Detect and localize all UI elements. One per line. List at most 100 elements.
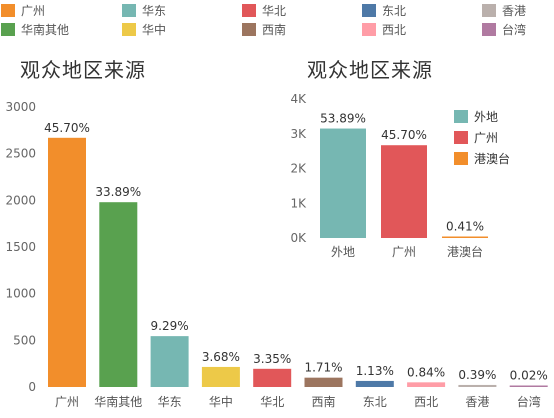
main-y-tick-label: 3000 [5, 100, 36, 114]
main-bar[interactable] [253, 368, 292, 387]
main-category-label: 台湾 [517, 394, 541, 409]
legend-swatch-guangzhou [1, 3, 15, 17]
main-category-label: 华南其他 [94, 394, 142, 409]
inset-chart-title: 观众地区来源 [307, 58, 433, 82]
main-bar[interactable] [99, 202, 138, 387]
legend-item-dongbei[interactable]: 东北 [362, 3, 406, 18]
main-data-label: 45.70% [44, 121, 90, 135]
legend-label-taiwan: 台湾 [502, 22, 527, 37]
inset-legend-label[interactable]: 外地 [474, 110, 498, 124]
main-category-label: 广州 [55, 395, 79, 409]
inset-bar[interactable] [442, 236, 488, 239]
legend-swatch-huanan-other [1, 22, 15, 36]
inset-legend-label[interactable]: 广州 [474, 131, 498, 145]
main-y-tick-label: 2000 [5, 193, 36, 207]
legend-label-guangzhou: 广州 [21, 3, 46, 18]
legend-swatch-xibei [362, 22, 376, 36]
legend-swatch-huabei [242, 3, 256, 17]
main-data-label: 0.84% [407, 365, 445, 379]
legend-label-huazhong: 华中 [142, 22, 167, 37]
legend-swatch-xianggang [482, 3, 496, 17]
legend-swatch-taiwan [482, 22, 496, 36]
main-data-label: 9.29% [151, 319, 189, 333]
main-data-label: 1.13% [356, 364, 394, 378]
main-data-label: 1.71% [304, 361, 342, 375]
inset-data-label: 45.70% [381, 128, 427, 142]
main-bar[interactable] [355, 380, 394, 387]
main-y-tick-label: 500 [13, 333, 36, 347]
main-category-label: 东北 [363, 395, 387, 409]
inset-bar[interactable] [320, 128, 366, 238]
legend-item-xibei[interactable]: 西北 [362, 22, 407, 37]
main-bar[interactable] [304, 377, 343, 387]
legend-item-xianggang[interactable]: 香港 [482, 3, 527, 18]
main-bar[interactable] [48, 137, 86, 387]
main-category-labels: 广州 华南其他 华东 华中 华北 西南 东北 西北 香港 台湾 [55, 394, 541, 409]
inset-bar[interactable] [381, 145, 427, 238]
inset-data-labels: 53.89% 45.70% 0.41% [320, 112, 484, 234]
main-category-label: 华北 [260, 395, 284, 409]
main-data-label: 0.39% [458, 368, 496, 382]
main-y-tick-label: 1000 [5, 287, 36, 301]
legend-label-huanan-other: 华南其他 [21, 22, 70, 37]
legend-item-huadong[interactable]: 华东 [122, 3, 167, 18]
main-category-label: 华中 [209, 394, 233, 409]
legend-item-xinan[interactable]: 西南 [242, 22, 287, 37]
inset-data-label: 53.89% [320, 112, 366, 126]
inset-legend-swatch [454, 152, 468, 165]
main-category-label: 西南 [311, 394, 335, 409]
main-category-label: 香港 [465, 395, 489, 409]
legend-label-huabei: 华北 [262, 3, 287, 18]
main-chart-title: 观众地区来源 [20, 58, 146, 82]
inset-legend-swatch [454, 131, 468, 144]
legend-swatch-huazhong [122, 22, 136, 36]
legend-swatch-dongbei [362, 3, 376, 17]
inset-y-tick-label: 0K [290, 231, 307, 245]
legend-swatch-xinan [242, 22, 256, 36]
inset-category-label: 外地 [331, 245, 355, 259]
main-bar[interactable] [150, 336, 189, 387]
inset-y-tick-label: 1K [290, 196, 307, 210]
main-data-labels: 45.70% 33.89% 9.29% 3.68% 3.35% 1.71% 1.13% 0.8… [44, 121, 548, 383]
main-bars [48, 137, 548, 388]
inset-y-tick-label: 2K [290, 162, 307, 176]
inset-y-tick-label: 3K [290, 127, 307, 141]
main-data-label: 3.35% [253, 352, 291, 366]
main-y-tick-label: 2500 [5, 147, 36, 161]
inset-legend-swatch [454, 110, 468, 123]
main-y-tick-label: 0 [28, 380, 36, 394]
main-data-label: 0.02% [510, 369, 548, 383]
main-bar[interactable] [458, 384, 497, 387]
inset-bars [320, 128, 488, 239]
main-category-label: 华东 [158, 395, 182, 409]
legend-label-xianggang: 香港 [502, 3, 527, 18]
inset-legend-label[interactable]: 港澳台 [474, 151, 510, 166]
inset-category-label: 港澳台 [447, 244, 483, 259]
inset-category-label: 广州 [392, 245, 416, 259]
legend-item-taiwan[interactable]: 台湾 [482, 22, 527, 37]
main-category-label: 西北 [414, 395, 438, 409]
main-bar[interactable] [407, 382, 446, 387]
inset-data-label: 0.41% [446, 220, 484, 234]
main-data-label: 3.68% [202, 350, 240, 364]
legend-label-xibei: 西北 [382, 22, 407, 37]
main-y-axis: 0 500 1000 1500 2000 2500 3000 [5, 100, 36, 394]
inset-y-axis: 0K 1K 2K 3K 4K [290, 92, 307, 245]
inset-category-labels: 外地 广州 港澳台 [331, 244, 483, 259]
legend-item-huanan-other[interactable]: 华南其他 [1, 22, 70, 37]
legend-swatch-huadong [122, 3, 136, 17]
main-data-label: 33.89% [95, 185, 141, 199]
inset-y-tick-label: 4K [290, 92, 307, 106]
legend-label-huadong: 华东 [142, 3, 167, 18]
main-y-tick-label: 1500 [5, 240, 36, 254]
main-bar[interactable] [509, 385, 548, 388]
legend-label-xinan: 西南 [262, 22, 287, 37]
legend-item-guangzhou[interactable]: 广州 [1, 3, 46, 18]
legend-item-huabei[interactable]: 华北 [242, 3, 287, 18]
legend-item-huazhong[interactable]: 华中 [122, 22, 167, 37]
main-bar[interactable] [201, 366, 240, 387]
